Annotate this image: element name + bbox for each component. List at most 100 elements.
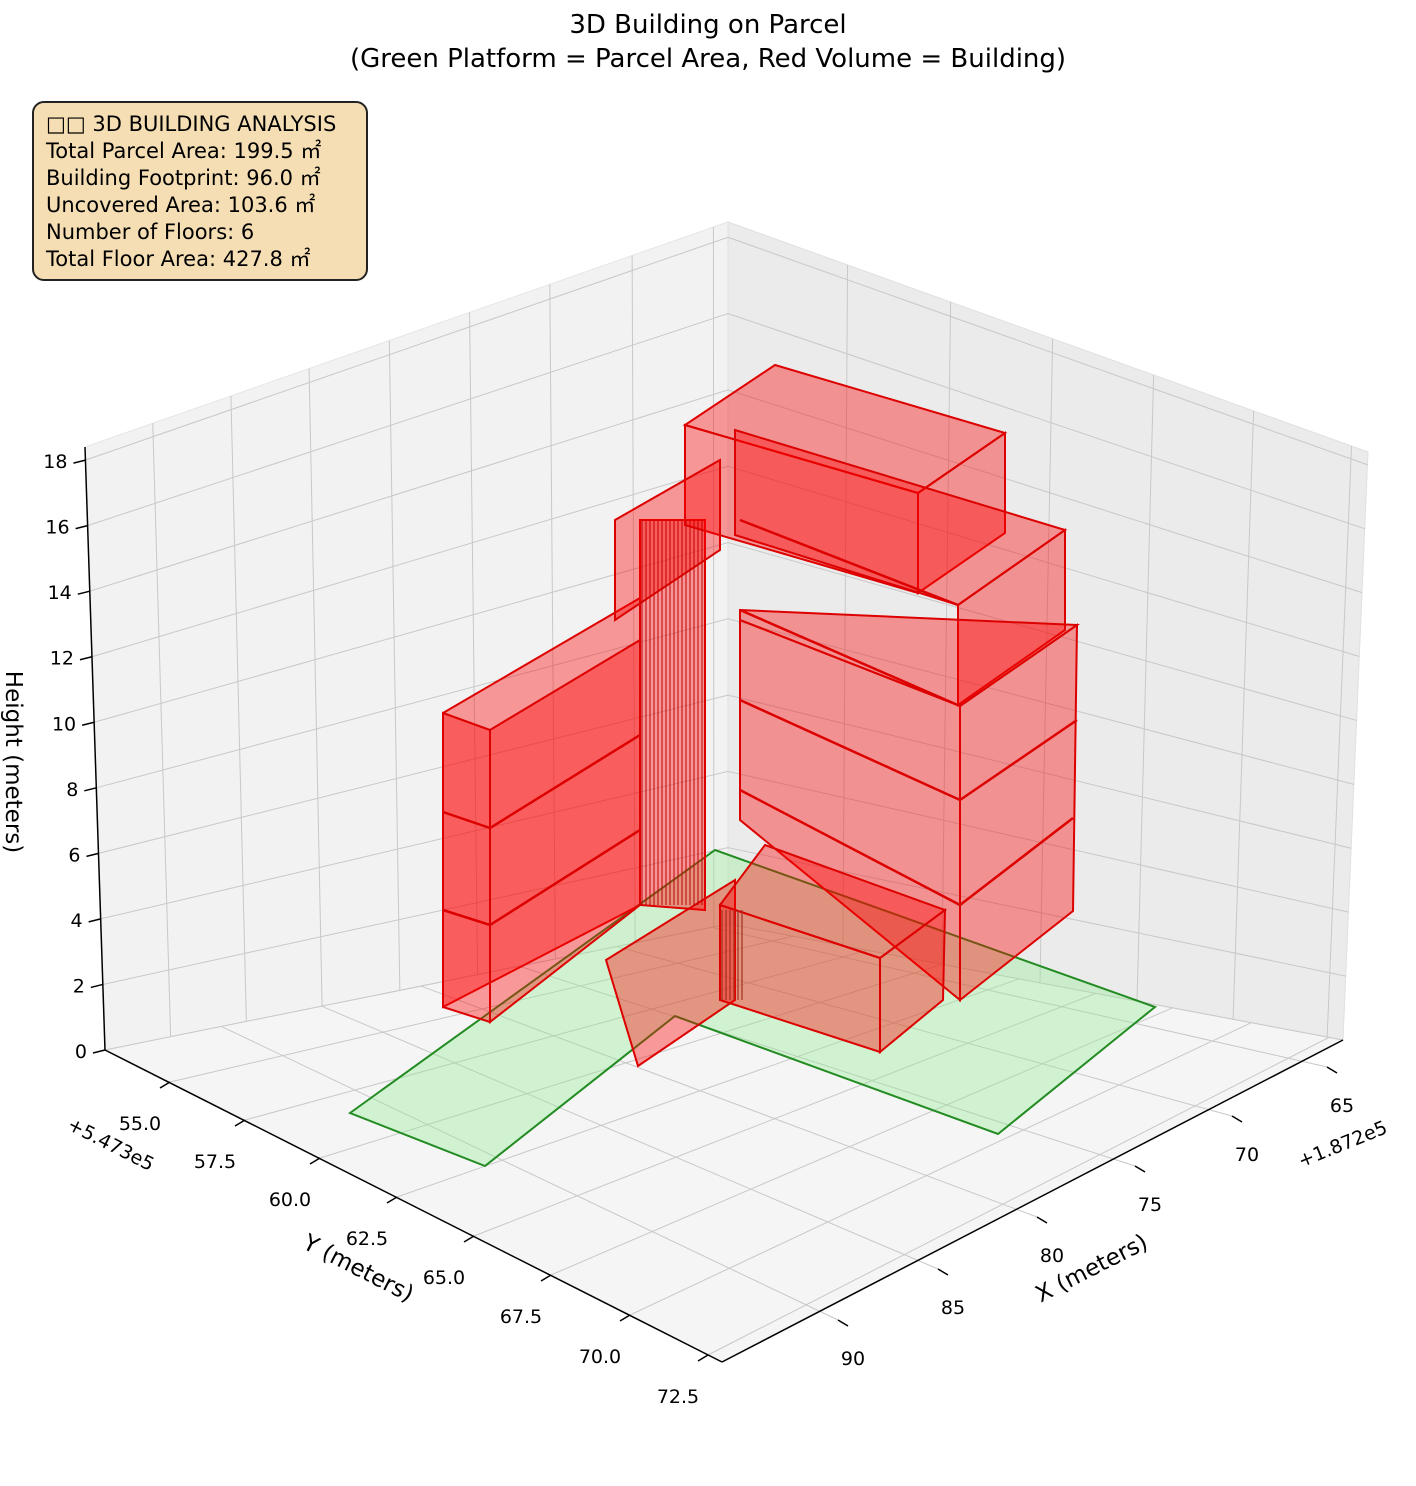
y-tick-label: 62.5 (346, 1228, 388, 1250)
z-tick-label: 18 (43, 451, 67, 473)
z-grid-line (102, 847, 1346, 985)
y-grid-line (629, 1022, 1252, 1316)
y-tick (697, 1354, 709, 1362)
info-parcel-area: Total Parcel Area: 199.5 ㎡ (46, 139, 322, 163)
z-grid-line (89, 389, 1363, 594)
x-tick (1326, 1066, 1338, 1074)
z-tick (79, 656, 93, 661)
x-tick-label: 65 (1330, 1095, 1354, 1117)
z-tick (92, 1049, 106, 1054)
z-grid-line (91, 465, 1360, 658)
info-floor-area: Total Floor Area: 427.8 ㎡ (46, 247, 311, 271)
building-face (614, 458, 721, 622)
z-grid-line (98, 694, 1352, 854)
x-offset-label: +1.872e5 (1295, 1117, 1390, 1173)
y-wall-grid-line (152, 423, 172, 1037)
building-face (639, 519, 706, 912)
x-wall-grid-line (842, 264, 849, 946)
y-tick-label: 55.0 (119, 1113, 161, 1135)
y-grid-line (396, 978, 1020, 1198)
floor-line (739, 698, 1078, 802)
info-footprint: Building Footprint: 96.0 ㎡ (46, 166, 321, 190)
z-axis-label: Height (meters) (0, 671, 26, 853)
y-wall-grid-line (549, 284, 556, 959)
y-grid-line (550, 1007, 1173, 1276)
info-heading: □□ 3D BUILDING ANALYSIS (46, 112, 337, 136)
y-wall-grid-line (631, 255, 636, 943)
z-tick-label: 10 (52, 713, 76, 735)
y-tick (386, 1196, 398, 1204)
x-wall-grid-line (1326, 446, 1353, 1038)
building-face (719, 903, 881, 1054)
z-tick (77, 590, 90, 595)
y-tick (540, 1274, 552, 1282)
x-grid-line (519, 965, 1136, 1167)
y-tick-label: 60.0 (269, 1189, 311, 1211)
y-tick (309, 1157, 321, 1165)
y-tick (463, 1235, 475, 1243)
z-tick (75, 524, 88, 530)
x-grid-line (420, 985, 1038, 1218)
x-axis-line (721, 1039, 1344, 1363)
y-tick-label: 72.5 (657, 1386, 699, 1408)
z-tick (84, 787, 97, 792)
z-grid-line (87, 313, 1365, 530)
building-face (739, 618, 961, 1003)
z-grid-line (100, 770, 1349, 920)
building-face (957, 528, 1066, 707)
x-tick (1036, 1216, 1048, 1224)
building-volume (442, 363, 1081, 1068)
floor-line (739, 608, 961, 708)
z-tick-label: 4 (71, 910, 83, 932)
y-tick (619, 1314, 631, 1322)
z-tick-label: 8 (66, 779, 78, 801)
z-grid-line (96, 618, 1354, 789)
x-tick-label: 80 (1040, 1245, 1064, 1267)
y-tick-label: 65.0 (423, 1267, 465, 1289)
y-tick-label: 57.5 (194, 1151, 236, 1173)
x-tick (837, 1319, 849, 1327)
y-grid-line (319, 963, 943, 1159)
chart-title: 3D Building on Parcel (569, 10, 847, 40)
y-axis-line (104, 1049, 723, 1363)
y-wall-grid-line (388, 340, 401, 991)
y-grid-line (169, 935, 793, 1083)
z-grid-line (93, 541, 1357, 723)
z-tick-label: 2 (73, 975, 85, 997)
y-grid-line (707, 1036, 1330, 1356)
z-tick (73, 459, 86, 464)
floor-line (442, 733, 641, 830)
z-tick (88, 918, 101, 923)
info-floors: Number of Floors: 6 (46, 220, 255, 244)
z-tick-label: 12 (50, 648, 74, 670)
parcel-platform (347, 848, 1158, 1168)
y-wall-grid-line (308, 368, 323, 1007)
x-tick (1134, 1165, 1146, 1173)
x-axis-label: X (meters) (1031, 1229, 1152, 1308)
y-tick (159, 1081, 171, 1089)
y-tick-label: 70.0 (579, 1346, 621, 1368)
y-grid-line (473, 992, 1096, 1237)
x-tick-label: 85 (941, 1297, 965, 1319)
x-tick (1231, 1115, 1243, 1123)
y-tick-label: 67.5 (500, 1306, 542, 1328)
z-grid-line (85, 236, 1368, 466)
z-tick-label: 16 (45, 517, 69, 539)
x-wall-grid-line (1232, 410, 1255, 1020)
floor-line (739, 788, 1074, 907)
y-wall-grid-line (469, 312, 479, 975)
building-face (604, 878, 736, 1068)
z-tick-label: 6 (68, 844, 80, 866)
x-wall-grid-line (941, 301, 952, 965)
x-tick-label: 75 (1138, 1194, 1162, 1216)
y-grid-line (244, 949, 868, 1121)
y-tick (234, 1119, 246, 1127)
x-wall-grid-line (1039, 338, 1054, 983)
y-wall-grid-line (230, 395, 247, 1022)
x-tick-label: 90 (841, 1348, 865, 1370)
grid-lines (85, 227, 1368, 1356)
x-grid-line (321, 1005, 939, 1270)
x-grid-line (221, 1026, 839, 1321)
